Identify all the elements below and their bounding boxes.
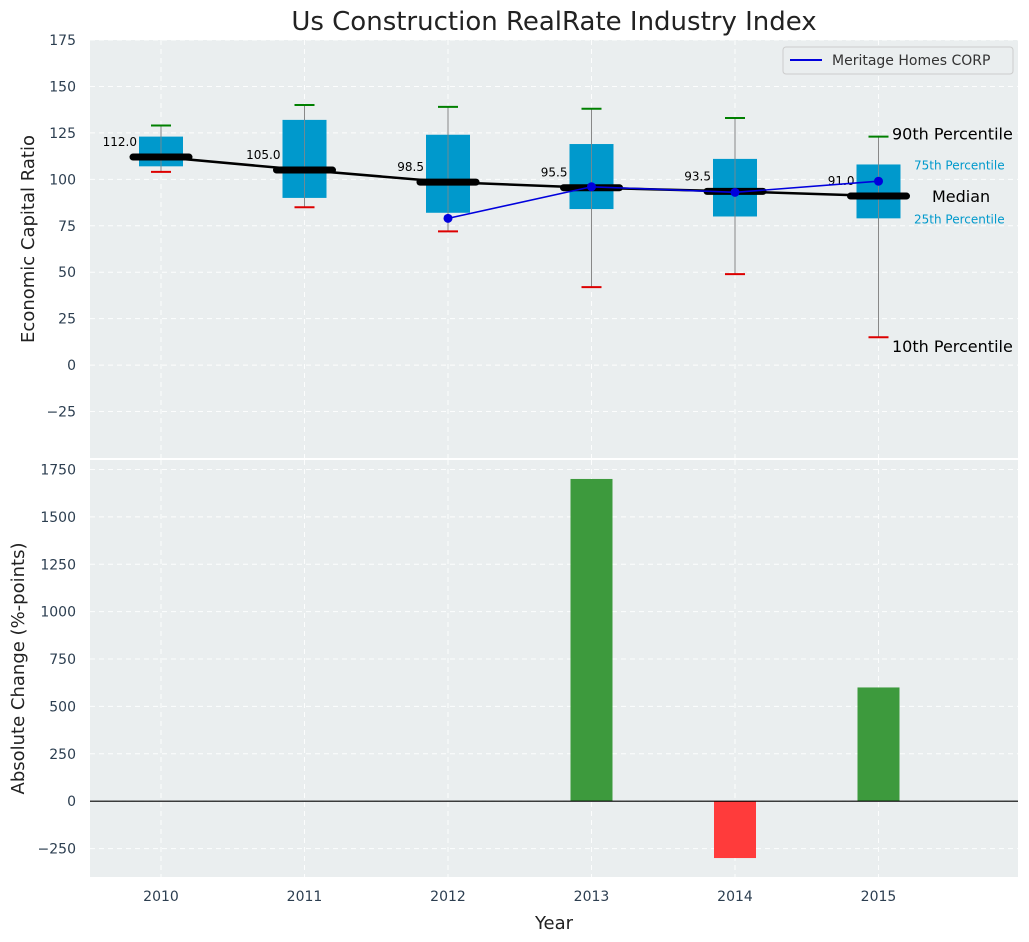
bottom-y-tick-label: 1000 [40,605,76,621]
x-tick-label-2010: 2010 [143,889,179,905]
bar-2014 [714,801,756,859]
x-tick-label-2015: 2015 [861,889,897,905]
bottom-y-tick-label: 750 [49,652,76,668]
series-point-2013 [587,182,596,192]
bottom-y-tick-label: 500 [49,699,76,715]
top-y-tick-label: 75 [58,219,76,235]
bottom-y-axis-title: Absolute Change (%-points) [8,543,29,795]
x-tick-label-2014: 2014 [717,889,753,905]
company-series-group [443,176,883,223]
series-point-2015 [874,176,883,186]
chart-title: Us Construction RealRate Industry Index [291,7,816,37]
median-label-2011: 105.0 [246,148,280,162]
annotation-90th-percentile: 90th Percentile [892,125,1013,144]
top-y-tick-label: 150 [49,79,76,95]
bottom-y-tick-label: −250 [38,842,76,858]
bottom-y-tick-label: 1250 [40,557,76,573]
percentile-annotations: 90th Percentile 75th Percentile Median 2… [892,125,1013,357]
annotation-median: Median [932,187,990,206]
bottom-y-tick-labels: −250 0 250 500 750 1000 1250 1500 1750 [38,462,76,857]
x-tick-labels: 2010 2011 2012 2013 2014 2015 [143,889,896,905]
bottom-y-tick-label: 1500 [40,510,76,526]
median-label-2015: 91.0 [828,174,855,188]
top-panel: −25 0 25 50 75 100 125 150 175 Economic Capital … [18,33,1018,458]
top-y-tick-label: 25 [58,312,76,328]
top-y-axis-title: Economic Capital Ratio [18,135,39,343]
bar-2013 [570,478,613,802]
median-label-2014: 93.5 [684,169,711,183]
top-y-tick-label: 50 [58,265,76,281]
top-y-tick-label: 125 [49,126,76,142]
series-point-2012 [443,213,453,223]
bottom-plot-background [90,460,1018,877]
median-label-2010: 112.0 [103,135,137,149]
x-tick-label-2013: 2013 [574,889,610,905]
x-tick-label-2012: 2012 [430,889,466,905]
top-y-tick-label: 100 [49,172,76,188]
top-y-tick-label: 0 [67,358,76,374]
annotation-75th-percentile: 75th Percentile [914,158,1005,172]
legend-label: Meritage Homes CORP [832,53,990,69]
annotation-10th-percentile: 10th Percentile [892,337,1013,356]
bottom-y-tick-label: 250 [49,747,76,763]
series-line-meritage [447,180,879,220]
top-plot-background [90,40,1018,458]
median-label-2012: 98.5 [397,160,424,174]
legend-box [782,46,1014,75]
median-label-2013: 95.5 [541,166,568,180]
top-y-tick-label: −25 [46,405,76,421]
series-point-2014 [730,187,740,197]
bar-group [570,478,900,859]
bottom-y-tick-label: 0 [67,794,76,810]
legend: Meritage Homes CORP [782,46,1014,75]
top-y-tick-label: 175 [49,33,76,49]
annotation-25th-percentile: 25th Percentile [914,212,1005,226]
bottom-y-tick-label: 1750 [40,462,76,478]
bar-2015 [857,687,900,802]
top-y-tick-labels: −25 0 25 50 75 100 125 150 175 [46,33,76,421]
box-plot-group [139,104,901,339]
x-tick-label-2011: 2011 [287,889,323,905]
x-axis-title: Year [534,913,574,934]
